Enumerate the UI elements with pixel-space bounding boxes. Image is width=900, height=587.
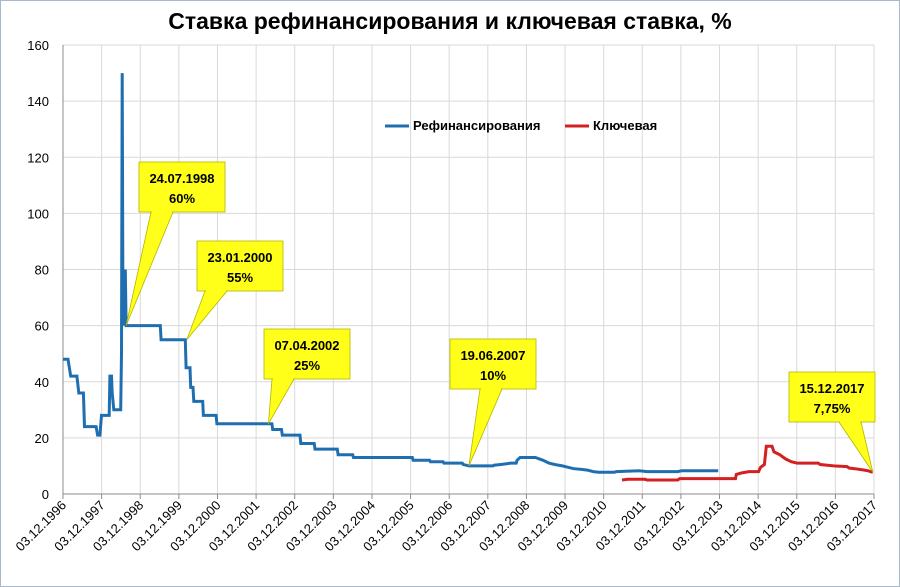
callout-value: 7,75%: [814, 401, 851, 416]
callout-box: [263, 328, 351, 380]
callout-value: 10%: [480, 368, 506, 383]
callout-date: 15.12.2017: [799, 381, 864, 396]
callout-pointer: [468, 388, 503, 467]
callout-date: 24.07.1998: [149, 171, 214, 186]
axes: [62, 45, 875, 499]
callout-value: 55%: [227, 270, 253, 285]
callout-date: 23.01.2000: [207, 250, 272, 265]
callout-pointer: [268, 378, 295, 425]
callout-date: 07.04.2002: [274, 338, 339, 353]
callout-joint: [481, 387, 501, 390]
callout-joint: [840, 420, 860, 423]
callout-box: [449, 338, 537, 390]
callout-date: 19.06.2007: [460, 348, 525, 363]
y-tick-label: 160: [27, 38, 49, 53]
chart-title: Ставка рефинансирования и ключевая ставк…: [168, 8, 732, 34]
y-tick-label: 140: [27, 94, 49, 109]
callout-pointer: [125, 211, 174, 326]
y-axis-ticks: 0 20 40 60 80 100 120 140 160: [27, 38, 49, 502]
callout-box: [788, 371, 876, 423]
legend-label: Ключевая: [593, 118, 657, 133]
y-tick-label: 100: [27, 206, 49, 221]
callout-value: 25%: [294, 358, 320, 373]
y-tick-label: 80: [35, 263, 49, 278]
callout-pointer: [186, 290, 228, 340]
callout-joint: [273, 377, 293, 380]
y-tick-label: 60: [35, 319, 49, 334]
x-axis-ticks: 03.12.199603.12.199703.12.199803.12.1999…: [12, 498, 880, 555]
y-tick-label: 0: [42, 487, 49, 502]
callout-joint: [206, 289, 226, 292]
series-line-refinancing: [63, 73, 719, 474]
callout-box: [196, 240, 284, 292]
legend-label: Рефинансирования: [413, 118, 540, 133]
legend: Рефинансирования Ключевая: [385, 118, 657, 133]
callout-pointer: [838, 421, 874, 473]
callouts: 24.07.1998 60% 23.01.2000 55% 07.04.2002 25% 1…: [125, 161, 876, 473]
series-line-key-rate: [621, 444, 874, 482]
callout-joint: [152, 210, 172, 213]
callout-value: 60%: [169, 191, 195, 206]
y-tick-label: 40: [35, 375, 49, 390]
y-tick-label: 120: [27, 150, 49, 165]
series-lines: [63, 73, 874, 482]
y-tick-label: 20: [35, 431, 49, 446]
callout-box: [138, 161, 226, 213]
grid: [63, 44, 875, 494]
